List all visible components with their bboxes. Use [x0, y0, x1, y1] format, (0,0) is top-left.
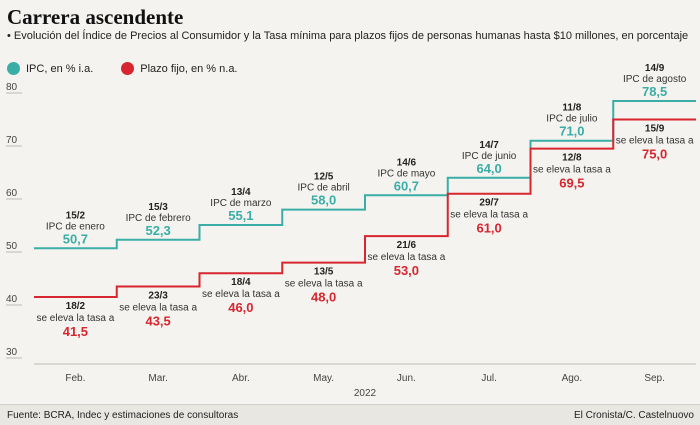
x-tick-label: Ago. [562, 373, 583, 384]
ipc-date-label: 12/5 [314, 172, 334, 183]
plazo-fijo-date-label: 18/2 [66, 301, 86, 312]
ipc-event-label: IPC de marzo [210, 198, 272, 209]
legend-item-ipc: IPC, en % i.a. [7, 62, 93, 75]
y-tick-label: 50 [6, 241, 18, 252]
ipc-event-label: IPC de agosto [623, 74, 687, 85]
y-tick-label: 70 [6, 135, 18, 146]
x-tick-label: Jul. [481, 373, 497, 384]
plazo-fijo-event-label: se eleva la tasa a [367, 252, 445, 263]
ipc-value-label: 50,7 [63, 231, 88, 246]
ipc-date-label: 14/7 [479, 140, 499, 151]
plazo-fijo-value-label: 61,0 [476, 221, 501, 236]
ipc-event-label: IPC de abril [298, 183, 350, 194]
ipc-date-label: 13/4 [231, 187, 251, 198]
x-tick-label: Feb. [65, 373, 85, 384]
y-tick-label: 40 [6, 294, 18, 305]
ipc-date-label: 15/3 [148, 202, 168, 213]
ipc-event-label: IPC de junio [462, 151, 517, 162]
legend-swatch-ipc [7, 62, 20, 75]
ipc-value-label: 55,1 [228, 208, 253, 223]
ipc-date-label: 14/6 [397, 157, 417, 168]
plazo-fijo-value-label: 75,0 [642, 147, 667, 162]
ipc-value-label: 71,0 [559, 124, 584, 139]
plazo-fijo-date-label: 23/3 [148, 290, 168, 301]
plazo-fijo-event-label: se eleva la tasa a [533, 165, 611, 176]
legend-label-plazo-fijo: Plazo fijo, en % n.a. [140, 62, 238, 75]
chart-plot: 30 40 50 60 70 80 Feb. Mar. Abr. May. Jun. Jul. Ago.… [6, 63, 696, 399]
credit-note: El Cronista/C. Castelnuovo [573, 410, 694, 421]
plazo-fijo-date-label: 13/5 [314, 267, 334, 278]
plazo-fijo-date-label: 29/7 [479, 198, 499, 209]
plazo-fijo-value-label: 48,0 [311, 290, 336, 305]
y-tick-label: 80 [6, 82, 18, 93]
footer: Fuente: BCRA, Indec y estimaciones de co… [0, 404, 700, 425]
plazo-fijo-value-label: 46,0 [228, 300, 253, 315]
ipc-event-label: IPC de mayo [377, 168, 435, 179]
y-tick-label: 60 [6, 188, 18, 199]
ipc-date-label: 14/9 [645, 63, 665, 74]
chart-title: Carrera ascendente [7, 5, 184, 29]
chart-subtitle: • Evolución del Índice de Precios al Con… [7, 30, 689, 42]
ipc-value-label: 58,0 [311, 193, 336, 208]
y-tick-label: 30 [6, 347, 18, 358]
legend: IPC, en % i.a. Plazo fijo, en % n.a. [7, 62, 266, 75]
ipc-value-label: 64,0 [476, 161, 501, 176]
plazo-fijo-event-label: se eleva la tasa a [616, 136, 694, 147]
plazo-fijo-series-line [34, 118, 696, 299]
x-tick-label: Jun. [397, 373, 416, 384]
plazo-fijo-value-label: 69,5 [559, 176, 584, 191]
plazo-fijo-date-label: 12/8 [562, 153, 582, 164]
legend-swatch-plazo-fijo [121, 62, 135, 75]
ipc-value-label: 78,5 [642, 84, 667, 99]
ipc-series-line [34, 99, 696, 250]
plazo-fijo-value-label: 43,5 [145, 313, 170, 328]
plazo-fijo-date-label: 21/6 [397, 240, 417, 251]
plazo-fijo-event-label: se eleva la tasa a [450, 210, 528, 221]
plazo-fijo-event-label: se eleva la tasa a [202, 289, 280, 300]
plazo-fijo-date-label: 15/9 [645, 124, 665, 135]
ipc-date-label: 15/2 [66, 210, 86, 221]
plazo-fijo-event-label: se eleva la tasa a [119, 302, 197, 313]
ipc-value-label: 52,3 [145, 223, 170, 238]
plazo-fijo-date-label: 18/4 [231, 277, 251, 288]
legend-item-plazo-fijo: Plazo fijo, en % n.a. [121, 62, 238, 75]
legend-label-ipc: IPC, en % i.a. [26, 62, 94, 75]
x-tick-label: Mar. [148, 373, 167, 384]
ipc-event-label: IPC de enero [46, 221, 105, 232]
x-group-label: 2022 [354, 388, 377, 399]
plazo-fijo-value-label: 41,5 [63, 324, 88, 339]
x-tick-label: May. [313, 373, 334, 384]
x-tick-label: Sep. [644, 373, 665, 384]
ipc-event-label: IPC de julio [546, 114, 598, 125]
ipc-value-label: 60,7 [394, 178, 419, 193]
plazo-fijo-event-label: se eleva la tasa a [285, 279, 363, 290]
ipc-date-label: 11/8 [562, 103, 581, 114]
source-note: Fuente: BCRA, Indec y estimaciones de co… [7, 410, 239, 421]
ipc-event-label: IPC de febrero [126, 213, 191, 224]
plazo-fijo-event-label: se eleva la tasa a [36, 313, 114, 324]
plazo-fijo-value-label: 53,0 [394, 263, 419, 278]
x-tick-label: Abr. [232, 373, 250, 384]
